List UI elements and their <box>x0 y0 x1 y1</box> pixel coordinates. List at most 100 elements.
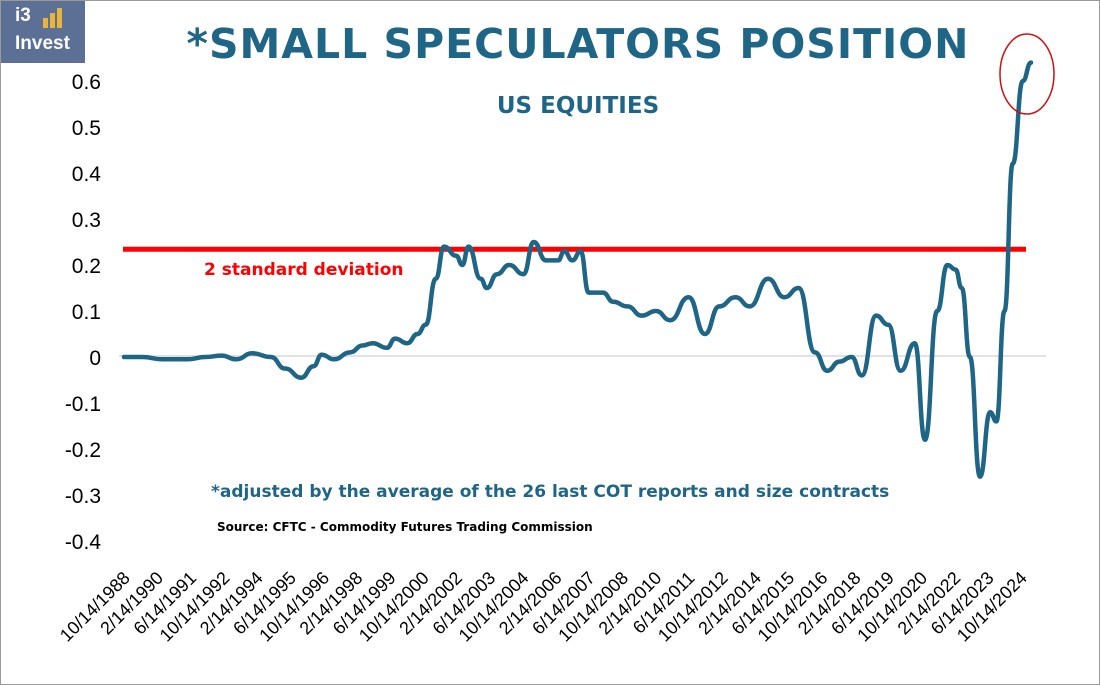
data-point <box>405 341 410 346</box>
data-point <box>668 318 673 323</box>
data-point <box>912 341 917 346</box>
logo-text-top: i3 <box>15 5 31 26</box>
data-point <box>849 355 854 359</box>
data-point <box>250 351 255 356</box>
data-point <box>686 295 691 300</box>
data-point <box>268 355 273 359</box>
data-point <box>837 359 842 364</box>
data-point <box>611 299 616 304</box>
y-tick-label: 0.6 <box>72 71 101 94</box>
chart-subtitle: US EQUITIES <box>497 93 659 119</box>
data-point <box>460 263 465 267</box>
y-tick-label: -0.2 <box>65 439 101 462</box>
data-point <box>967 355 972 359</box>
data-point <box>766 276 771 281</box>
data-point <box>122 355 126 359</box>
y-tick-label: 0 <box>89 347 101 370</box>
data-point <box>1020 79 1025 83</box>
data-point <box>796 286 801 290</box>
data-point <box>521 272 526 277</box>
data-point <box>185 357 190 362</box>
chart-title: *SMALL SPECULATORS POSITION <box>187 20 970 68</box>
data-point <box>782 295 787 300</box>
data-point <box>543 258 548 263</box>
data-point <box>959 286 964 290</box>
data-point <box>454 253 459 258</box>
highlight-circle <box>999 33 1055 115</box>
data-point <box>384 345 389 350</box>
data-point <box>160 357 165 362</box>
data-point <box>625 304 630 309</box>
logo-text-bottom: Invest <box>15 33 70 54</box>
data-point <box>484 286 489 290</box>
data-point <box>319 352 324 357</box>
y-tick-label: 0.1 <box>72 301 101 324</box>
data-point <box>531 240 536 244</box>
data-point <box>478 276 483 281</box>
chart-source: Source: CFTC - Commodity Futures Trading… <box>217 520 593 534</box>
data-point <box>945 263 950 267</box>
data-point <box>874 313 879 318</box>
chart-note: *adjusted by the average of the 26 last … <box>211 482 889 502</box>
series-points <box>122 60 1033 479</box>
data-point <box>923 437 927 442</box>
data-point <box>898 368 903 373</box>
y-tick-label: -0.4 <box>65 531 102 554</box>
bar-chart-icon <box>43 8 69 28</box>
data-point <box>283 366 287 371</box>
data-point <box>886 322 891 327</box>
data-point <box>423 322 428 327</box>
data-point <box>639 313 644 318</box>
data-point <box>360 343 365 348</box>
data-point <box>466 244 471 249</box>
data-point <box>935 309 940 313</box>
data-point <box>433 276 438 281</box>
data-point <box>299 375 304 380</box>
data-point <box>562 249 567 254</box>
data-point <box>1002 309 1007 313</box>
y-tick-label: -0.3 <box>65 485 101 508</box>
data-point <box>702 332 707 336</box>
data-point <box>370 341 375 346</box>
data-point <box>1029 60 1033 65</box>
data-point <box>978 474 982 479</box>
data-point <box>825 368 830 373</box>
y-tick-label: 0.4 <box>72 163 102 186</box>
data-point <box>348 350 353 355</box>
data-point <box>442 244 446 249</box>
data-point <box>654 309 658 313</box>
data-point <box>988 410 993 415</box>
brand-logo: i3 Invest <box>1 1 85 63</box>
data-point <box>331 357 336 362</box>
y-tick-label: -0.1 <box>65 393 101 416</box>
data-point <box>994 419 999 424</box>
data-point <box>570 258 575 263</box>
data-point <box>219 353 224 358</box>
y-tick-label: 0.2 <box>72 255 101 278</box>
y-axis: 0.6 0.5 0.4 0.3 0.2 0.1 0 -0.1 -0.2 -0.3 -0.4 <box>65 71 102 554</box>
data-point <box>601 290 605 295</box>
threshold-label: 2 standard deviation <box>204 260 404 280</box>
data-point <box>717 304 722 309</box>
data-point <box>393 336 398 341</box>
data-point <box>953 267 958 272</box>
data-point <box>234 357 239 362</box>
data-point <box>733 295 738 300</box>
data-point <box>311 364 316 369</box>
data-point <box>1010 161 1015 166</box>
data-point <box>747 304 752 309</box>
data-point <box>507 263 512 267</box>
data-point <box>813 350 817 355</box>
data-point <box>495 272 499 277</box>
x-axis: 10/14/19882/14/19906/14/199110/14/19922/… <box>56 568 1031 646</box>
data-point <box>578 249 583 254</box>
y-tick-label: 0.3 <box>72 209 101 232</box>
data-point <box>140 355 145 359</box>
y-tick-label: 0.5 <box>72 117 101 140</box>
data-point <box>415 332 420 336</box>
data-point <box>859 373 864 378</box>
data-point <box>556 258 561 263</box>
data-point <box>586 290 591 295</box>
